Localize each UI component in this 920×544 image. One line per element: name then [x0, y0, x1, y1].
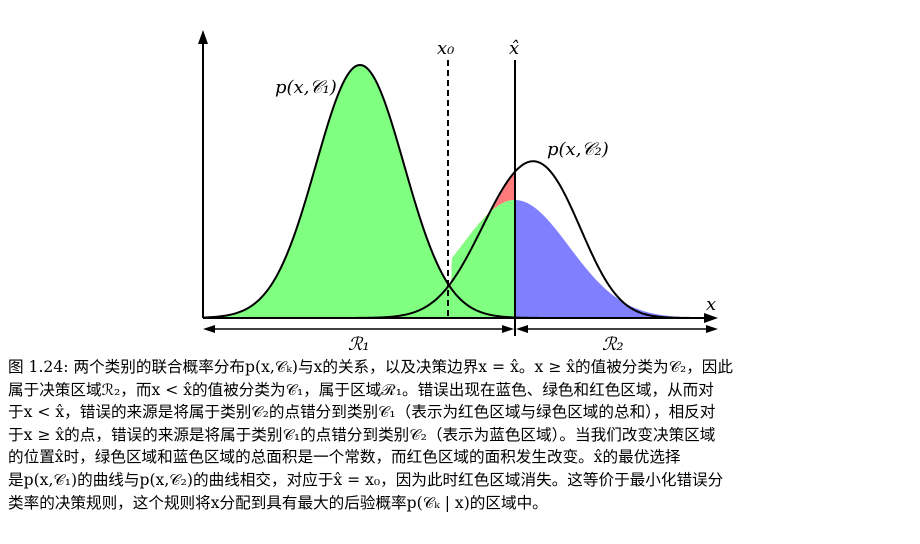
- figure-caption: 图 1.24: 两个类别的联合概率分布p(x,𝒞ₖ)与x的关系，以及决策边界x …: [8, 356, 916, 514]
- x0-label: x₀: [437, 38, 454, 59]
- y-axis-arrowhead: [198, 30, 208, 44]
- caption-line: 是p(x,𝒞₁)的曲线与p(x,𝒞₂)的曲线相交，对应于x̂ = x₀，因为此时…: [8, 470, 724, 489]
- region2-arrowhead-left: [516, 325, 528, 333]
- region2-arrowhead-right: [706, 325, 718, 333]
- curve2-label: p(x,𝒞₂): [547, 139, 609, 160]
- caption-line: 于x < x̂，错误的来源是将属于类别𝒞₂的点错分到类别𝒞₁（表示为红色区域与绿…: [8, 403, 716, 422]
- x-axis-label: x: [706, 294, 716, 315]
- caption-line: 属于决策区域ℛ₂，而x < x̂的值被分类为𝒞₁，属于区域ℛ₁。错误出现在蓝色、…: [8, 380, 714, 399]
- xhat-label: x̂: [509, 38, 519, 59]
- joint-probability-figure: x₀ x̂ x p(x,𝒞₁) p(x,𝒞₂) ℛ₁ ℛ₂: [198, 30, 718, 352]
- curve1-label: p(x,𝒞₁): [275, 77, 337, 98]
- caption-line: 于x ≥ x̂的点，错误的来源是将属于类别𝒞₁的点错分到类别𝒞₂（表示为蓝色区域…: [8, 425, 716, 444]
- region1-arrowhead-left: [203, 325, 215, 333]
- caption-line: 图 1.24: 两个类别的联合概率分布p(x,𝒞ₖ)与x的关系，以及决策边界x …: [8, 358, 733, 376]
- region1-arrowhead-right: [502, 325, 514, 333]
- green-error-region: [203, 65, 515, 318]
- x-axis-arrowhead: [704, 313, 718, 323]
- region2-label: ℛ₂: [602, 334, 624, 352]
- caption-line: 的位置x̂时，绿色区域和蓝色区域的总面积是一个常数，而红色区域的面积发生改变。x…: [8, 448, 681, 467]
- caption-line: 类率的决策规则，这个规则将x分配到具有最大的后验概率p(𝒞ₖ | x)的区域中。: [8, 493, 548, 512]
- region1-label: ℛ₁: [348, 334, 370, 352]
- blue-error-region: [515, 200, 712, 318]
